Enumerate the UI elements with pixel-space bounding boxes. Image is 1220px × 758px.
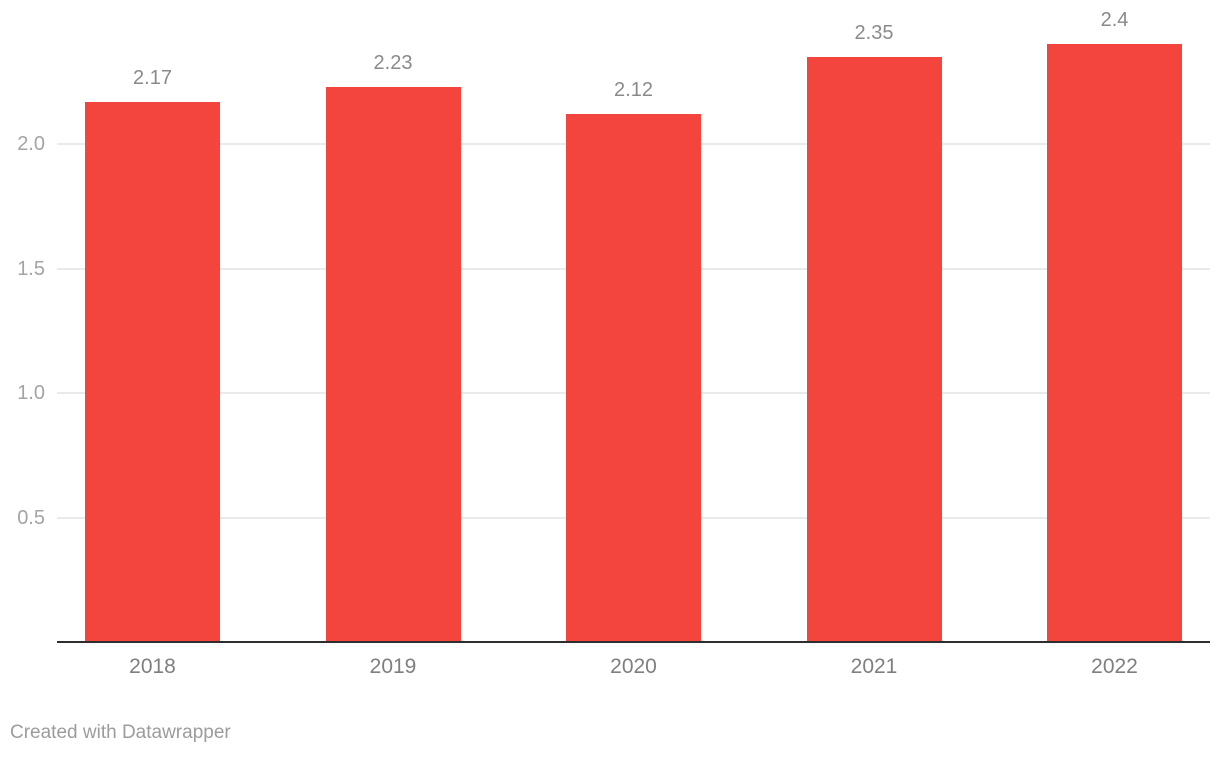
x-axis-line (57, 641, 1210, 643)
bar-value-label: 2.4 (1100, 9, 1129, 32)
y-tick-label: 0.5 (17, 506, 45, 529)
bar[interactable] (806, 56, 942, 641)
bar-value-label: 2.12 (614, 79, 653, 102)
bar[interactable] (1047, 44, 1182, 641)
x-axis-label: 2020 (610, 655, 657, 678)
y-tick-label: 1.0 (17, 382, 45, 404)
bar-value-label: 2.17 (133, 66, 172, 89)
x-axis-label: 2022 (1091, 655, 1138, 678)
bar[interactable] (566, 114, 701, 641)
x-axis-label: 2019 (369, 655, 417, 678)
bar[interactable] (325, 86, 461, 641)
bar-value-label: 2.35 (854, 21, 894, 44)
y-tick-label: 1.5 (17, 257, 45, 280)
y-tick-label: 2.0 (17, 133, 45, 155)
x-axis-label: 2018 (129, 655, 176, 678)
bar[interactable] (85, 101, 220, 641)
datawrapper-attribution-link[interactable]: Created with Datawrapper (10, 722, 231, 743)
bar-value-label: 2.23 (373, 51, 413, 74)
x-axis-label: 2021 (850, 655, 898, 678)
